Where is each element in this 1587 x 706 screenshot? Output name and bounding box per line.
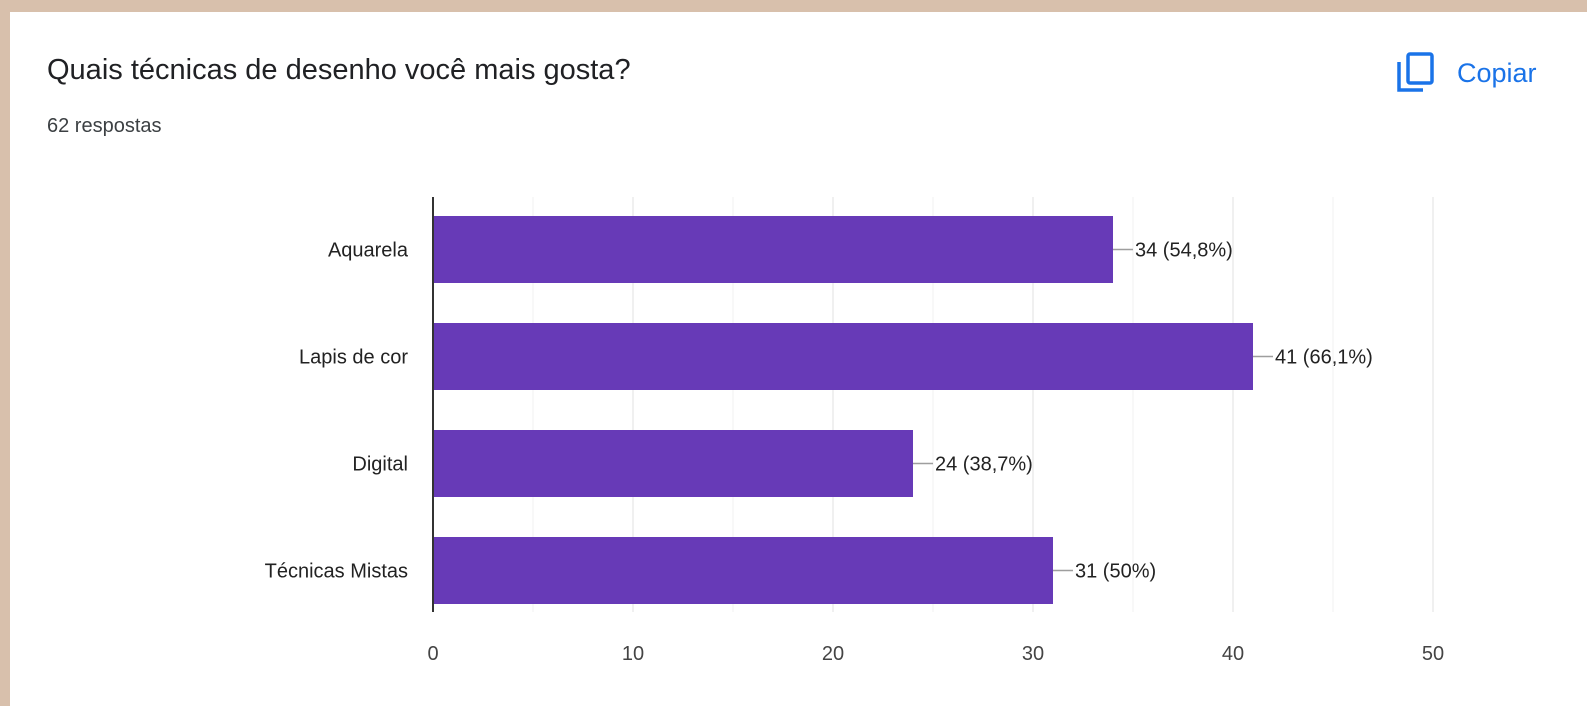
category-label: Lapis de cor <box>299 347 408 369</box>
x-tick-label: 40 <box>1222 643 1244 665</box>
category-label: Técnicas Mistas <box>265 561 408 583</box>
bar <box>433 537 1053 604</box>
bar <box>433 430 913 497</box>
question-title: Quais técnicas de desenho você mais gost… <box>47 54 631 86</box>
bar-chart: 34 (54,8%) Aquarela 41 (66,1%) Lapis de cor… <box>265 197 1444 665</box>
category-label: Digital <box>352 454 408 476</box>
x-tick-label: 30 <box>1022 643 1044 665</box>
x-tick-label: 0 <box>427 643 438 665</box>
data-label: 24 (38,7%) <box>935 454 1033 476</box>
data-label: 34 (54,8%) <box>1135 240 1233 262</box>
bar <box>433 216 1113 283</box>
copy-label: Copiar <box>1457 57 1537 88</box>
x-tick-label: 50 <box>1422 643 1444 665</box>
x-tick-label: 20 <box>822 643 844 665</box>
category-label: Aquarela <box>328 240 409 262</box>
bar <box>433 323 1253 390</box>
data-label: 31 (50%) <box>1075 561 1156 583</box>
copy-button[interactable]: Copiar <box>1395 50 1537 96</box>
x-tick-label: 10 <box>622 643 644 665</box>
response-count: 62 respostas <box>47 115 162 137</box>
data-label: 41 (66,1%) <box>1275 347 1373 369</box>
question-card: Quais técnicas de desenho você mais gost… <box>10 12 1587 706</box>
copy-icon <box>1397 52 1434 92</box>
